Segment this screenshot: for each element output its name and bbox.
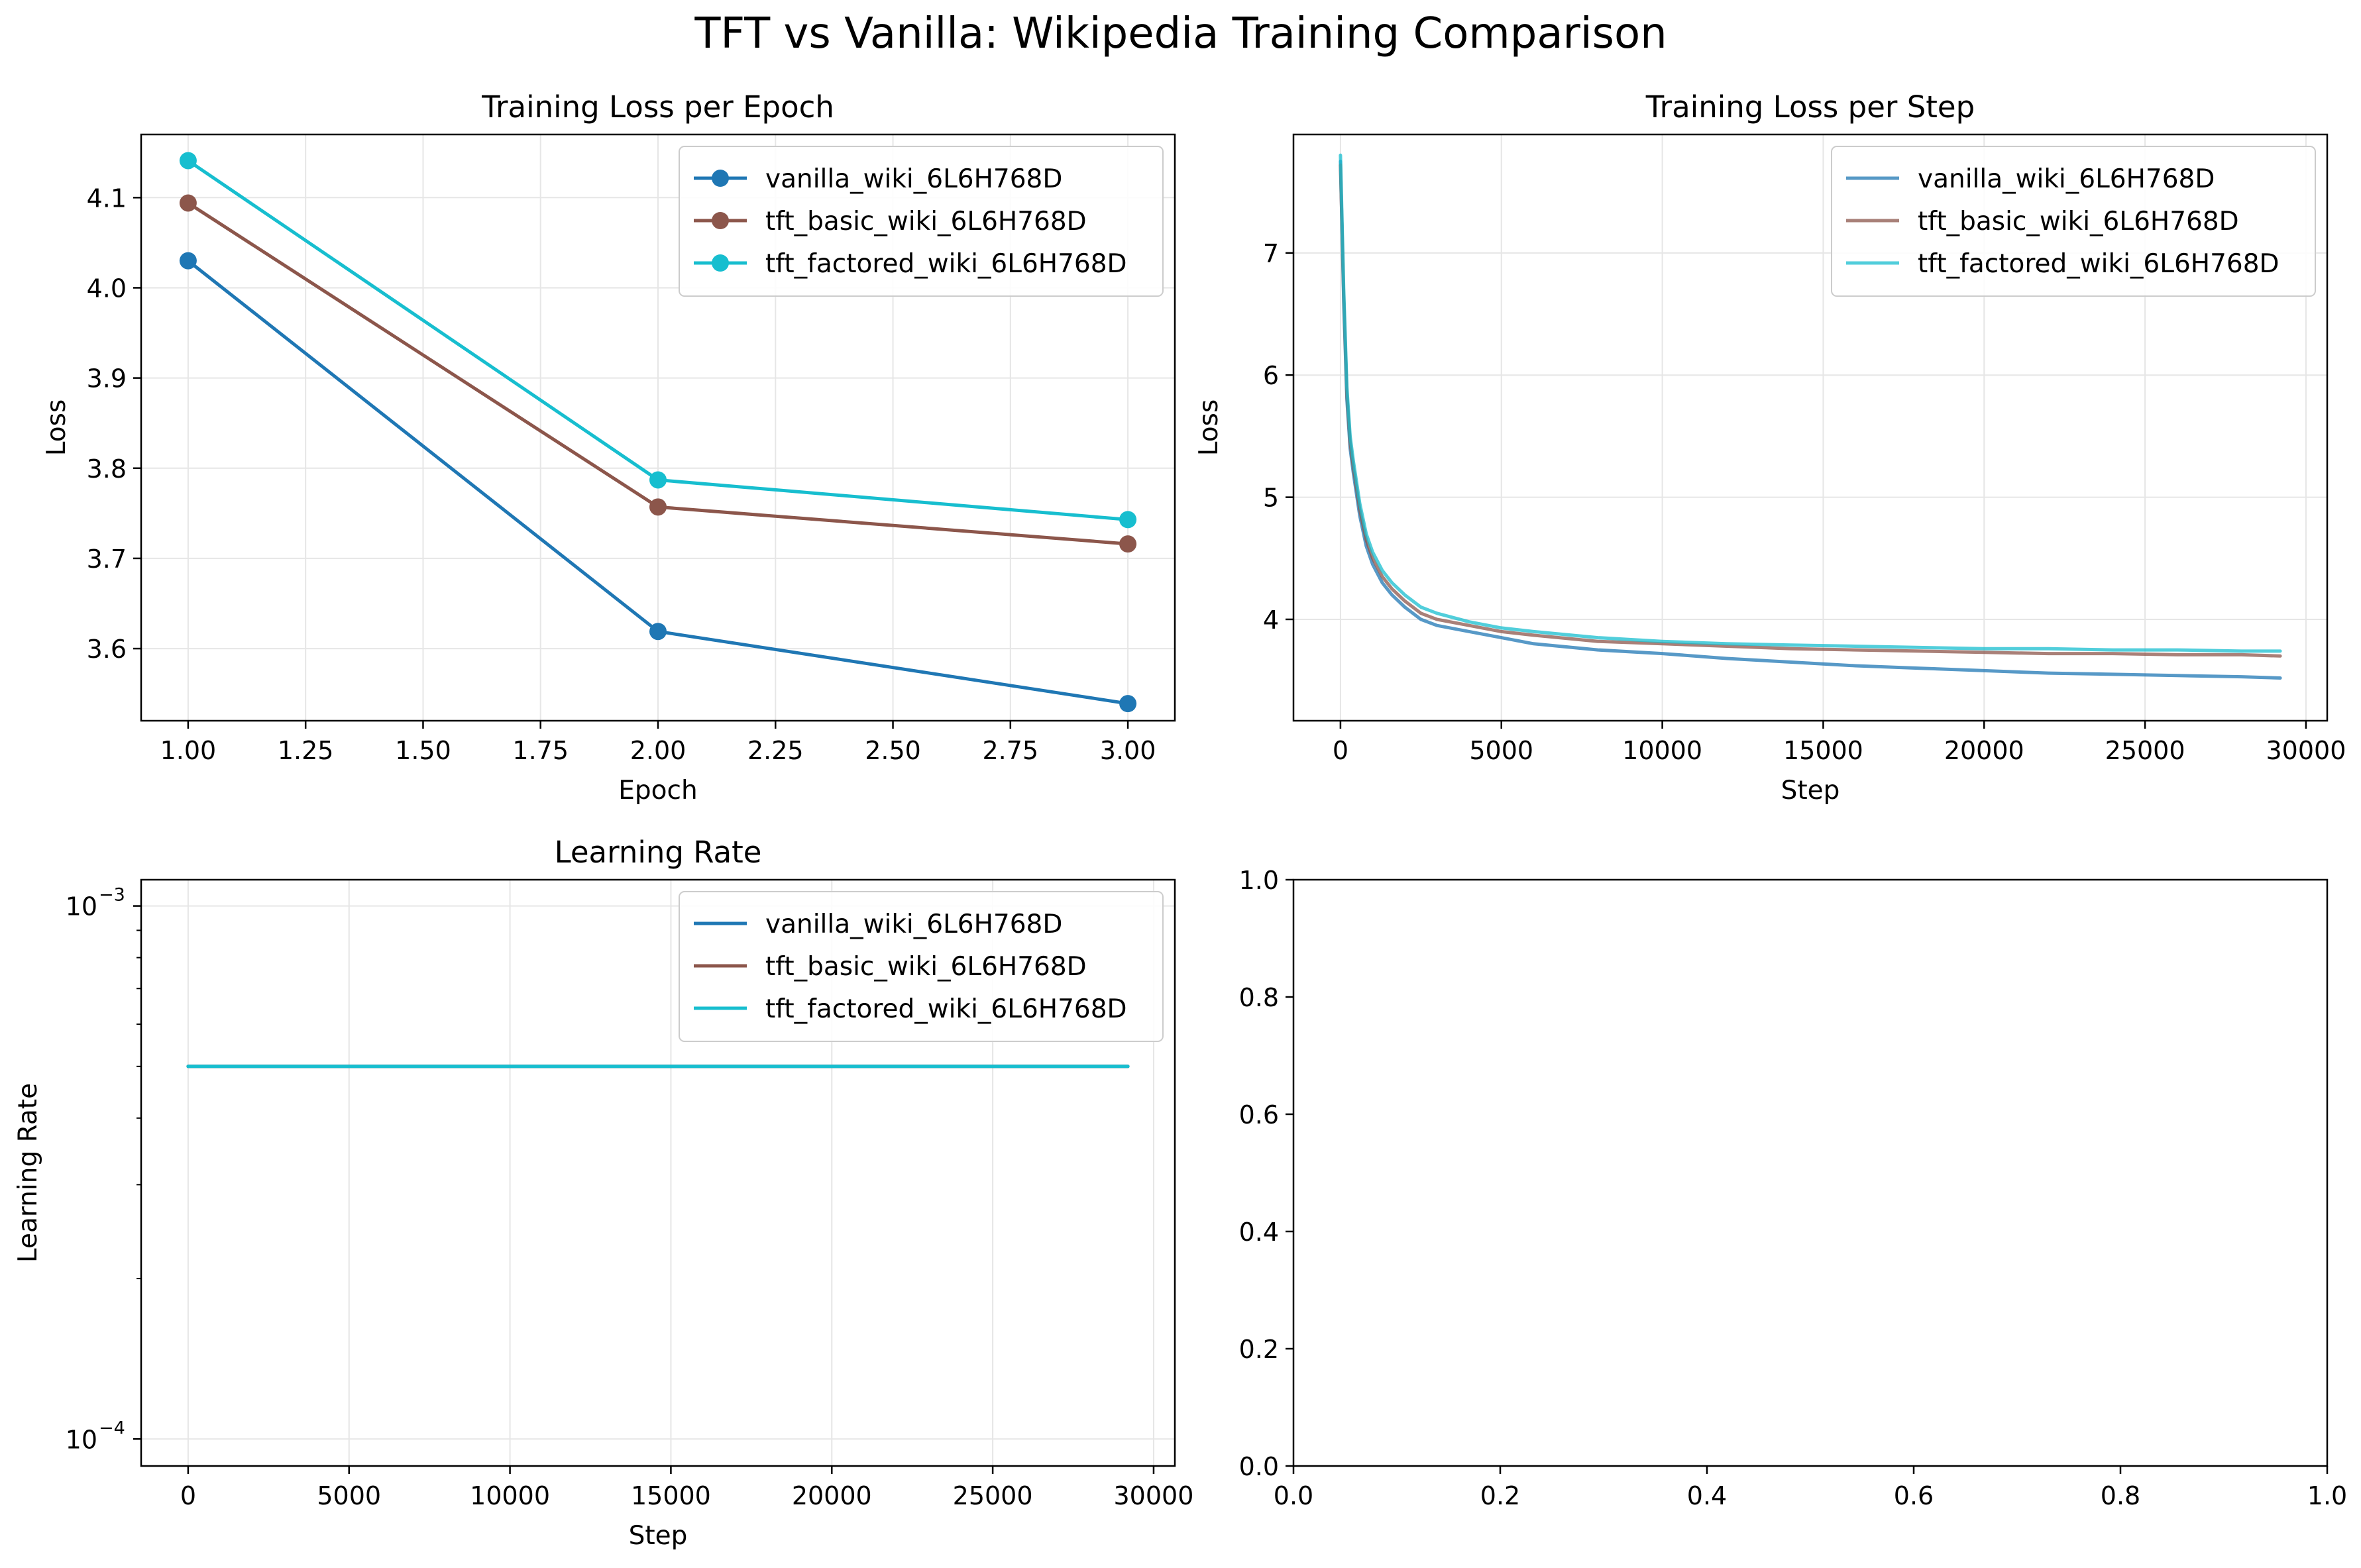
y-axis-label: Loss: [42, 399, 72, 456]
series-group: [1339, 153, 2282, 680]
y-tick-label: 6: [1263, 361, 1279, 390]
legend-label: tft_basic_wiki_6L6H768D: [765, 952, 1087, 982]
x-tick-label: 1.00: [160, 736, 217, 765]
x-tick-label: 30000: [2266, 736, 2346, 765]
chart-empty: 0.0 0.2 0.4 0.6 0.8 1.0 0.0 0.2 0.4 0.6 0.8 1.0: [1239, 866, 2348, 1510]
x-tick-label: 1.0: [2307, 1481, 2347, 1510]
data-point-tft_factored: [179, 152, 197, 170]
y-tick-label: 3.7: [87, 545, 127, 574]
data-point-vanilla: [649, 623, 667, 641]
legend-label: tft_basic_wiki_6L6H768D: [765, 207, 1087, 236]
y-tick-label: 0.2: [1239, 1335, 1279, 1364]
data-point-vanilla: [1119, 695, 1137, 713]
x-tick-label: 0.4: [1687, 1481, 1727, 1510]
x-tick-label: 0.2: [1480, 1481, 1520, 1510]
data-point-vanilla: [179, 252, 197, 270]
x-tick-label: 1.75: [512, 736, 569, 765]
x-tick-label: 2.50: [865, 736, 921, 765]
y-tick-exponent: −3: [99, 885, 125, 906]
legend-label: tft_factored_wiki_6L6H768D: [1918, 249, 2279, 279]
data-point-tft_basic: [649, 498, 667, 516]
x-tick-label: 20000: [792, 1481, 872, 1510]
y-tick-label: 0.6: [1239, 1100, 1279, 1129]
legend-marker-tft_basic: [712, 212, 729, 229]
x-tick-label: 2.25: [747, 736, 804, 765]
y-axis-label: Learning Rate: [13, 1083, 43, 1263]
chart-title: Training Loss per Epoch: [481, 89, 834, 125]
legend: vanilla_wiki_6L6H768D tft_basic_wiki_6L6H…: [679, 891, 1164, 1042]
data-point-tft_basic: [1119, 535, 1137, 553]
chart-step: 0 5000 10000 15000 20000 25000 30000 4 5 6 7 Traini…: [1194, 89, 2346, 806]
x-tick-label: 0.6: [1894, 1481, 1934, 1510]
y-tick-label: 1.0: [1239, 866, 1279, 895]
x-tick-label: 0: [1333, 736, 1348, 765]
x-tick-label: 1.50: [395, 736, 451, 765]
legend-box: [679, 146, 1164, 297]
chart-title: Learning Rate: [555, 835, 762, 870]
y-tick-label: 3.9: [87, 364, 127, 393]
x-tick-label: 0: [180, 1481, 196, 1510]
y-axis-label: Loss: [1194, 399, 1224, 456]
x-tick-label: 10000: [1622, 736, 1702, 765]
y-tick-label: 10: [66, 1425, 97, 1454]
y-tick-label: 0.8: [1239, 983, 1279, 1012]
legend-label: vanilla_wiki_6L6H768D: [765, 164, 1062, 194]
data-point-tft_basic: [179, 194, 197, 212]
x-tick-label: 1.25: [278, 736, 334, 765]
y-tick-label: 10: [66, 892, 97, 921]
axes-frame: [140, 878, 1176, 1467]
x-tick-label: 20000: [1944, 736, 2024, 765]
y-tick-label: 5: [1263, 484, 1279, 513]
x-tick-label: 3.00: [1100, 736, 1156, 765]
axes-frame: [1292, 878, 2329, 1467]
chart-epoch: 1.00 1.25 1.50 1.75 2.00 2.25 2.50 2.75 3.00 3.6 3…: [42, 89, 1176, 806]
y-tick-label: 7: [1263, 239, 1279, 268]
figure-title: TFT vs Vanilla: Wikipedia Training Compa…: [694, 9, 1667, 58]
y-tick-label: 0.0: [1239, 1452, 1279, 1481]
x-tick-label: 10000: [470, 1481, 550, 1510]
series-line-tft_factored: [1339, 153, 2282, 653]
data-point-tft_factored: [649, 471, 667, 489]
legend-label: tft_factored_wiki_6L6H768D: [765, 994, 1127, 1024]
x-tick-label: 25000: [953, 1481, 1033, 1510]
x-tick-label: 2.75: [983, 736, 1039, 765]
legend-box: [1831, 146, 2316, 297]
legend-label: vanilla_wiki_6L6H768D: [765, 910, 1062, 939]
x-tick-label: 0.8: [2101, 1481, 2140, 1510]
x-tick-label: 30000: [1113, 1481, 1193, 1510]
series-group: [179, 152, 1137, 713]
y-tick-label: 3.6: [87, 635, 127, 664]
y-tick-label: 4: [1263, 605, 1279, 635]
legend: vanilla_wiki_6L6H768D tft_basic_wiki_6L6H…: [679, 146, 1164, 297]
legend-marker-tft_factored: [712, 254, 729, 272]
x-tick-label: 5000: [317, 1481, 381, 1510]
legend-label: tft_factored_wiki_6L6H768D: [765, 249, 1127, 279]
y-tick-label: 0.4: [1239, 1218, 1279, 1247]
legend: vanilla_wiki_6L6H768D tft_basic_wiki_6L6H…: [1831, 146, 2316, 297]
x-tick-label: 2.00: [630, 736, 686, 765]
y-tick-label: 3.8: [87, 454, 127, 484]
y-tick-label: 4.1: [87, 183, 127, 213]
legend-label: tft_basic_wiki_6L6H768D: [1918, 207, 2239, 236]
x-tick-label: 15000: [1783, 736, 1863, 765]
data-point-tft_factored: [1119, 511, 1137, 529]
x-tick-label: 25000: [2105, 736, 2185, 765]
y-tick-label: 4.0: [87, 274, 127, 303]
chart-title: Training Loss per Step: [1645, 89, 1975, 125]
x-axis-label: Epoch: [618, 776, 697, 806]
legend-marker-vanilla: [712, 170, 729, 187]
x-tick-label: 15000: [631, 1481, 711, 1510]
y-tick-exponent: −4: [99, 1418, 125, 1438]
legend-box: [679, 891, 1164, 1042]
x-tick-label: 5000: [1469, 736, 1533, 765]
x-tick-label: 0.0: [1274, 1481, 1313, 1510]
x-axis-label: Step: [1781, 776, 1840, 806]
legend-label: vanilla_wiki_6L6H768D: [1918, 164, 2215, 194]
x-axis-label: Step: [629, 1521, 688, 1551]
axes-frame: [1292, 133, 2329, 722]
